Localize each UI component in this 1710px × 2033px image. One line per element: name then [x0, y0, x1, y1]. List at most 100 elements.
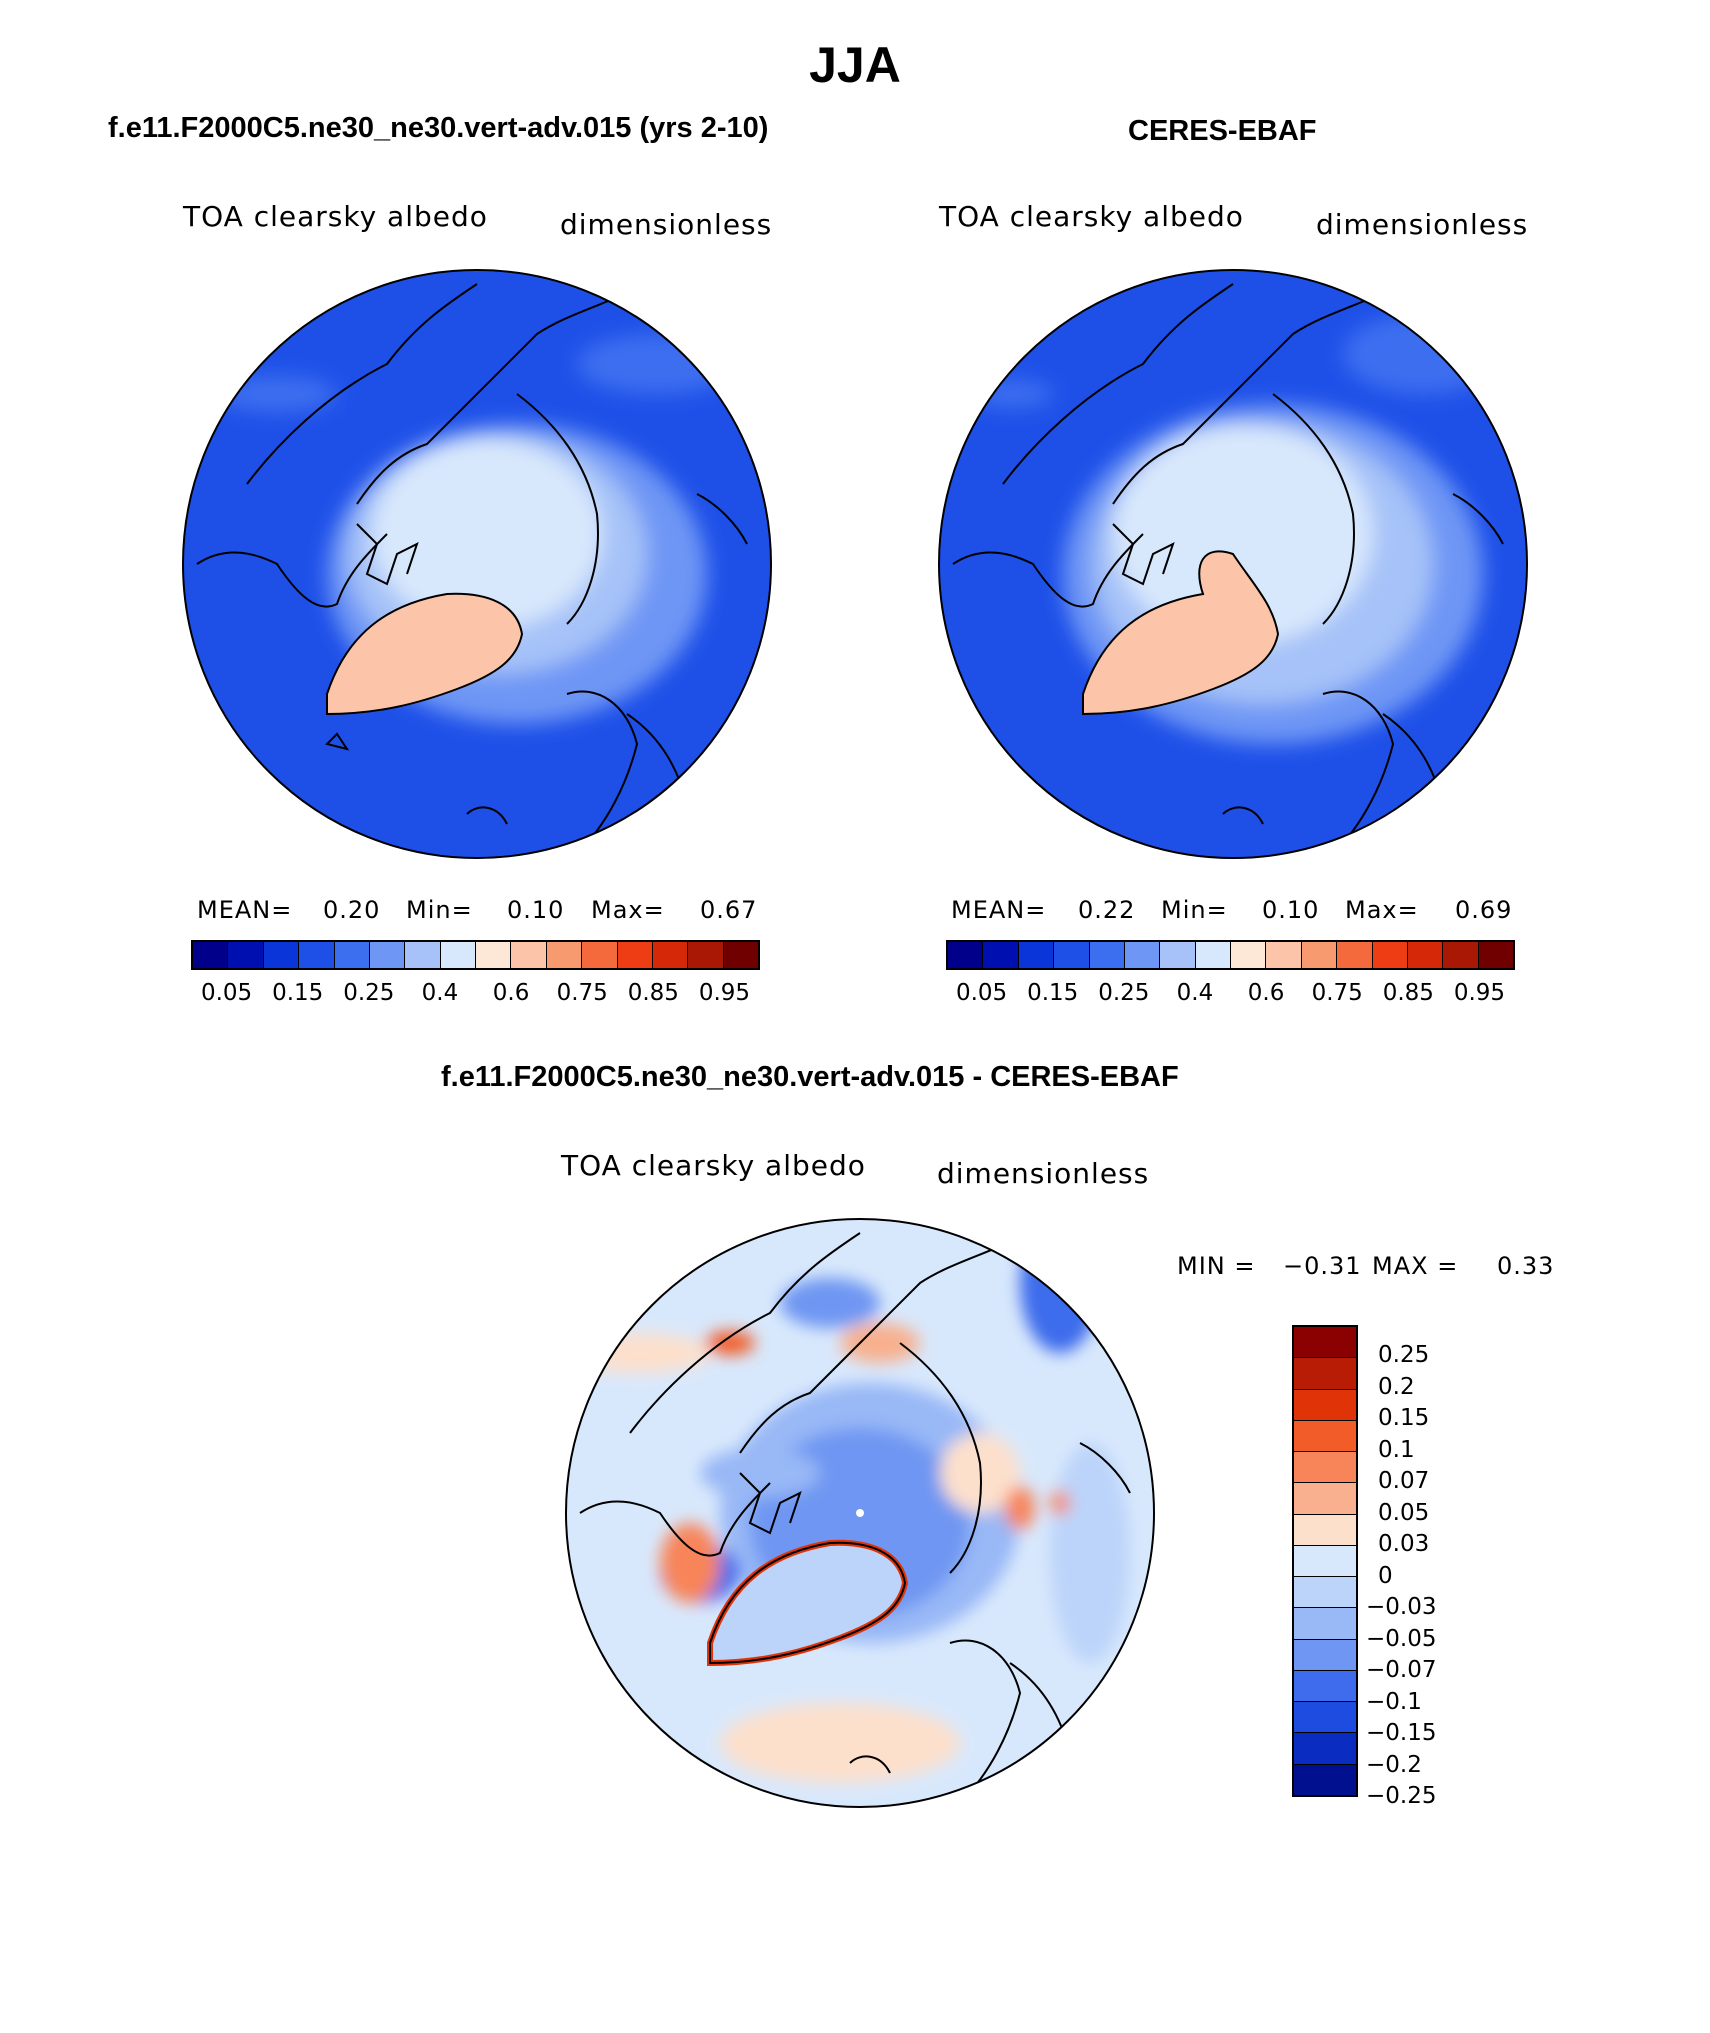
colorbar-swatch — [369, 942, 406, 968]
panel-1-variable-label: TOA clearsky albedo — [183, 200, 488, 233]
colorbar-swatch — [263, 942, 300, 968]
polar-map-obs — [938, 269, 1528, 859]
colorbar-label: 0.25 — [1378, 1342, 1430, 1369]
colorbar-swatch — [983, 942, 1019, 968]
colorbar-tick-label: 0.15 — [1027, 980, 1079, 1006]
colorbar-label: 0.03 — [1378, 1531, 1430, 1558]
colorbar-label: −0.1 — [1366, 1688, 1422, 1715]
colorbar-tick-label: 0.85 — [627, 980, 679, 1006]
colorbar-swatch — [1294, 1420, 1356, 1453]
colorbar-swatch — [193, 942, 229, 968]
diff-min-label: MIN = — [1177, 1252, 1256, 1280]
colorbar-swatch — [1160, 942, 1196, 968]
colorbar-tick-label: 0.6 — [492, 980, 530, 1006]
colorbar-tick-label: 0.25 — [343, 980, 395, 1006]
colorbar-tick-label: 0.4 — [1176, 980, 1214, 1006]
colorbar-swatch — [1266, 942, 1302, 968]
panel-2-max-label: Max= — [1345, 896, 1419, 924]
panel-2-case-title: CERES-EBAF — [1128, 115, 1317, 147]
colorbar-swatch — [440, 942, 476, 968]
colorbar-swatch — [1054, 942, 1090, 968]
colorbar-tick-label: 0.05 — [200, 980, 253, 1006]
colorbar-label: −0.15 — [1366, 1720, 1437, 1747]
colorbar-swatch — [1294, 1514, 1356, 1546]
colorbar-swatch — [228, 942, 264, 968]
colorbar-label: 0.1 — [1378, 1436, 1415, 1463]
panel-1-mean-value: 0.20 — [323, 896, 381, 924]
colorbar-swatch — [1124, 942, 1161, 968]
colorbar-swatch — [1294, 1639, 1356, 1671]
figure-title: JJA — [809, 37, 901, 93]
colorbar-label: −0.05 — [1366, 1625, 1437, 1652]
colorbar-difference — [1292, 1325, 1358, 1797]
colorbar-panel-2 — [946, 940, 1515, 970]
panel-1-max-label: Max= — [591, 896, 665, 924]
diff-max-value: 0.33 — [1497, 1252, 1555, 1280]
colorbar-swatch — [1195, 942, 1231, 968]
colorbar-tick-label: 0.15 — [272, 980, 324, 1006]
colorbar-swatch — [334, 942, 370, 968]
panel-2-units-label: dimensionless — [1316, 208, 1529, 241]
colorbar-panel-1 — [191, 940, 760, 970]
panel-1-units-label: dimensionless — [560, 208, 773, 241]
colorbar-tick-label: 0.4 — [421, 980, 459, 1006]
panel-2-max-value: 0.69 — [1455, 896, 1513, 924]
colorbar-tick-label: 0.85 — [1382, 980, 1434, 1006]
colorbar-swatch — [546, 942, 583, 968]
colorbar-swatch — [582, 942, 618, 968]
colorbar-swatch — [617, 942, 653, 968]
greenland-ice-sheet — [1082, 550, 1280, 716]
colorbar-swatch — [405, 942, 441, 968]
colorbar-swatch — [1294, 1577, 1356, 1609]
colorbar-swatch — [1089, 942, 1125, 968]
colorbar-swatch — [1294, 1670, 1356, 1703]
colorbar-swatch — [1372, 942, 1408, 968]
colorbar-label: −0.03 — [1366, 1594, 1437, 1621]
colorbar-label: 0.15 — [1378, 1405, 1430, 1432]
panel-2-mean-value: 0.22 — [1078, 896, 1136, 924]
diff-units-label: dimensionless — [937, 1157, 1150, 1190]
colorbar-label: 0 — [1378, 1562, 1393, 1589]
panel-2-variable-label: TOA clearsky albedo — [939, 200, 1244, 233]
colorbar-label: −0.25 — [1366, 1783, 1437, 1809]
colorbar-swatch — [723, 942, 758, 968]
colorbar-swatch — [688, 942, 724, 968]
colorbar-swatch — [1478, 942, 1513, 968]
colorbar-swatch — [1443, 942, 1479, 968]
colorbar-label: 0.05 — [1378, 1499, 1430, 1526]
polar-map-model — [182, 269, 772, 859]
colorbar-swatch — [511, 942, 547, 968]
diff-min-value: −0.31 — [1283, 1252, 1362, 1280]
colorbar-tick-label: 0.95 — [698, 980, 751, 1006]
polar-map-difference — [565, 1218, 1155, 1808]
colorbar-swatch — [299, 942, 335, 968]
colorbar-swatch — [1294, 1733, 1356, 1765]
colorbar-swatch — [1294, 1327, 1356, 1359]
colorbar-swatch — [1407, 942, 1444, 968]
colorbar-swatch — [1294, 1358, 1356, 1390]
colorbar-swatch — [1294, 1545, 1356, 1578]
diff-title: f.e11.F2000C5.ne30_ne30.vert-adv.015 - C… — [441, 1061, 1179, 1093]
colorbar-tick-label: 0.25 — [1098, 980, 1150, 1006]
colorbar-label: 0.2 — [1378, 1373, 1415, 1400]
panel-2-min-label: Min= — [1161, 896, 1228, 924]
colorbar-tick-label: 0.75 — [556, 980, 608, 1006]
colorbar-label: −0.2 — [1366, 1751, 1422, 1778]
colorbar-swatch — [1294, 1483, 1356, 1515]
colorbar-swatch — [1018, 942, 1055, 968]
colorbar-swatch — [948, 942, 984, 968]
diff-max-label: MAX = — [1372, 1252, 1459, 1280]
colorbar-tick-label: 0.6 — [1247, 980, 1285, 1006]
panel-1-max-value: 0.67 — [700, 896, 758, 924]
colorbar-tick-label: 0.75 — [1311, 980, 1363, 1006]
diff-variable-label: TOA clearsky albedo — [561, 1149, 866, 1182]
colorbar-swatch — [1231, 942, 1267, 968]
panel-1-case-title: f.e11.F2000C5.ne30_ne30.vert-adv.015 (yr… — [108, 112, 769, 144]
panel-1-mean-label: MEAN= — [197, 896, 293, 924]
colorbar-swatch — [1301, 942, 1338, 968]
panel-2-mean-label: MEAN= — [951, 896, 1047, 924]
colorbar-tick-label: 0.95 — [1453, 980, 1506, 1006]
colorbar-swatch — [1337, 942, 1373, 968]
panel-1-min-value: 0.10 — [507, 896, 565, 924]
colorbar-swatch — [1294, 1702, 1356, 1734]
